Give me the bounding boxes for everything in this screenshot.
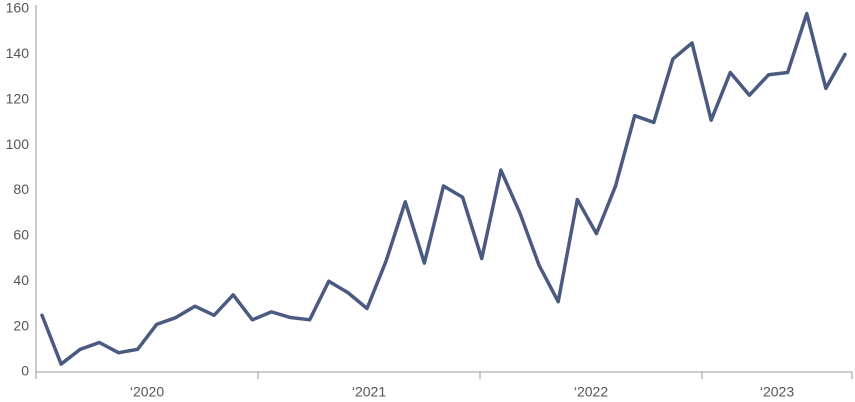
x-tick-label: ‘2023 <box>760 384 794 400</box>
x-tick-label: ‘2021 <box>352 384 386 400</box>
y-tick-label: 60 <box>13 227 29 243</box>
x-tick-label: ‘2020 <box>130 384 164 400</box>
y-tick-label: 20 <box>13 317 29 333</box>
y-tick-label: 160 <box>6 0 30 16</box>
y-tick-label: 140 <box>6 45 30 61</box>
x-tick-label: ‘2022 <box>574 384 608 400</box>
y-tick-label: 120 <box>6 90 30 106</box>
y-tick-label: 40 <box>13 272 29 288</box>
y-tick-label: 100 <box>6 136 30 152</box>
y-tick-label: 80 <box>13 181 29 197</box>
data-line <box>40 11 847 366</box>
y-tick-label: 0 <box>21 363 29 379</box>
